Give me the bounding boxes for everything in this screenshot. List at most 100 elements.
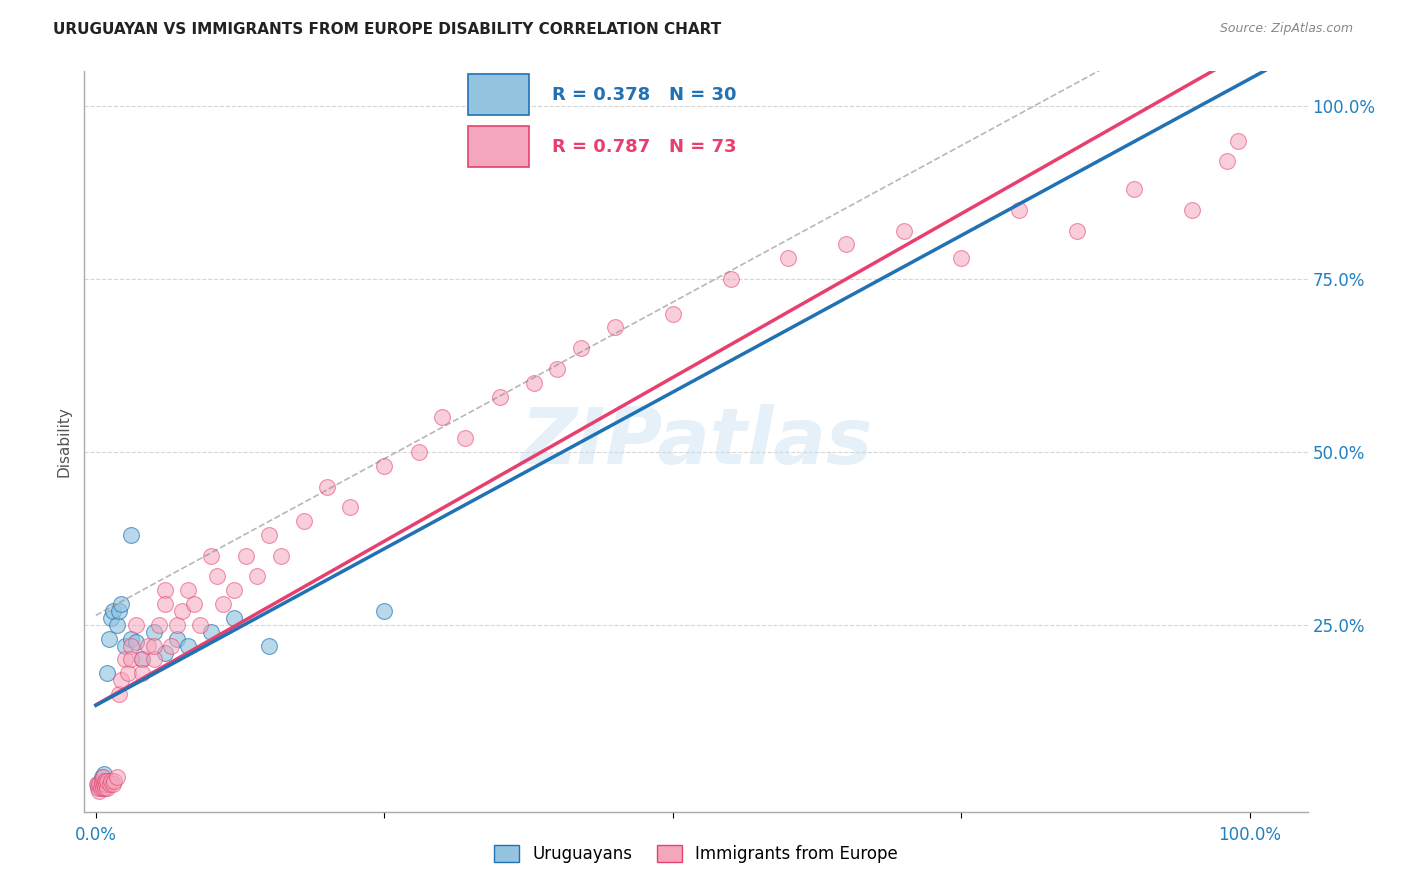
Point [103,777,125,791]
Point [120,652,142,666]
Point [91,770,114,784]
Point [114,639,136,653]
Point [94,780,117,795]
Text: ZIPatlas: ZIPatlas [520,403,872,480]
Point [96,773,118,788]
Point [97,632,120,646]
Point [105,618,128,632]
Point [205,569,228,583]
Point [93,780,115,795]
Point [720,272,742,286]
Point [89,784,111,798]
Point [89,780,111,795]
Point [430,410,453,425]
Point [270,549,292,563]
Point [103,773,125,788]
Point [108,687,131,701]
Point [153,583,176,598]
Point [488,390,510,404]
Point [200,624,222,639]
Point [315,479,337,493]
Point [94,773,117,788]
Point [94,777,117,791]
Point [188,618,211,632]
Point [1216,154,1239,169]
Point [373,604,395,618]
Point [96,780,118,795]
Point [605,320,627,334]
Point [110,673,132,688]
Point [96,666,118,681]
Point [257,528,280,542]
Point [160,639,183,653]
Point [153,597,176,611]
Point [408,445,430,459]
Y-axis label: Disability: Disability [56,406,72,477]
Point [105,770,128,784]
Text: R = 0.787   N = 73: R = 0.787 N = 73 [553,138,737,156]
Point [835,237,858,252]
Point [148,618,170,632]
Point [108,604,131,618]
Point [100,611,122,625]
Point [98,777,121,791]
Point [183,597,205,611]
Point [100,773,122,788]
Point [89,779,111,793]
Bar [468,74,529,114]
Point [90,773,112,788]
Point [103,604,125,618]
Point [523,376,546,390]
Point [177,639,200,653]
Point [120,639,142,653]
Point [211,597,233,611]
Point [142,624,165,639]
Point [142,639,165,653]
Point [339,500,361,515]
Point [87,777,110,791]
Point [778,251,800,265]
Point [373,458,395,473]
Point [90,777,112,791]
Point [257,639,280,653]
Point [172,604,194,618]
Point [117,666,139,681]
Text: URUGUAYAN VS IMMIGRANTS FROM EUROPE DISABILITY CORRELATION CHART: URUGUAYAN VS IMMIGRANTS FROM EUROPE DISA… [53,22,721,37]
Point [235,549,257,563]
Point [93,777,115,791]
Point [166,632,188,646]
Point [142,652,165,666]
Point [177,583,200,598]
Point [1066,223,1088,237]
Point [292,514,315,528]
Point [1181,202,1204,217]
Point [91,780,114,795]
Point [89,777,111,791]
Point [893,223,915,237]
Point [224,583,246,598]
Point [950,251,973,265]
Point [200,549,222,563]
Point [136,639,159,653]
Point [89,780,111,795]
Text: Source: ZipAtlas.com: Source: ZipAtlas.com [1219,22,1353,36]
Point [569,341,592,355]
Point [662,306,685,320]
Point [166,618,188,632]
Point [90,770,112,784]
Point [131,652,153,666]
Point [125,635,148,649]
Point [1123,182,1146,196]
Point [90,777,112,791]
Point [114,652,136,666]
Point [131,666,153,681]
Legend: Uruguayans, Immigrants from Europe: Uruguayans, Immigrants from Europe [486,838,905,870]
Point [454,431,477,445]
Point [131,652,153,666]
Point [246,569,269,583]
Point [153,646,176,660]
Point [120,528,142,542]
Point [120,632,142,646]
Point [1008,202,1031,217]
Point [125,618,148,632]
